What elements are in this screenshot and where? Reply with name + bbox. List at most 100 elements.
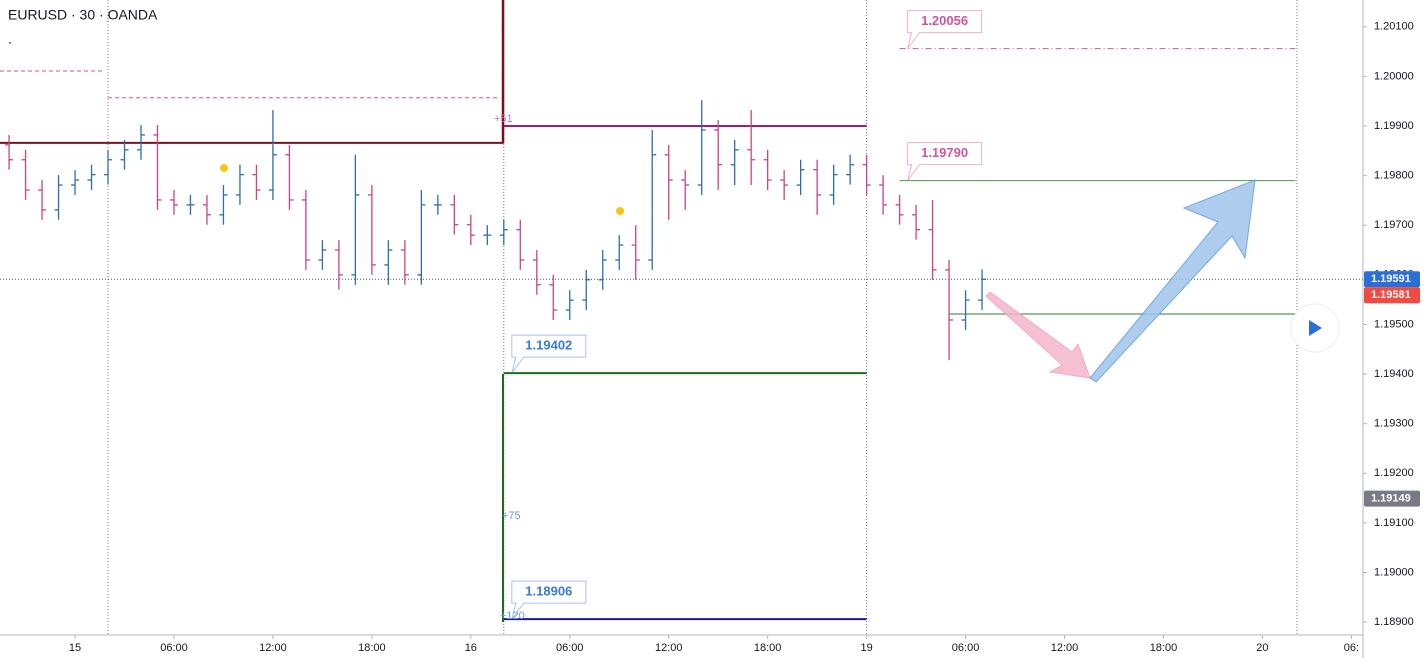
y-tick-label: 1.20000: [1374, 70, 1414, 82]
y-tick-label: 1.19700: [1374, 219, 1414, 231]
callout-label: 1.18906: [525, 584, 572, 599]
ohlc-bar: [71, 170, 80, 195]
ohlc-bar: [301, 190, 310, 270]
ohlc-bar: [714, 120, 723, 191]
ohlc-bar: [87, 164, 96, 191]
x-tick-label: 18:00: [754, 642, 782, 654]
x-tick-label: 12:00: [655, 642, 683, 654]
x-tick-label: 19: [860, 642, 872, 654]
ohlc-bar: [334, 240, 343, 290]
ohlc-bar: [978, 269, 987, 311]
ohlc-bar: [137, 125, 145, 160]
y-tick-label: 1.19400: [1374, 368, 1414, 380]
plot-area: [0, 0, 1363, 635]
ohlc-bar: [862, 154, 871, 195]
x-tick-label: 12:00: [1051, 642, 1079, 654]
y-tick-label: 1.19800: [1374, 170, 1414, 182]
x-tick-label: 12:00: [259, 642, 287, 654]
price-tag: [1364, 271, 1420, 288]
ohlc-bar: [433, 194, 442, 215]
callout-box: [511, 580, 587, 620]
ohlc-bar: [631, 225, 640, 280]
range-note: +75: [502, 510, 521, 522]
ohlc-bar: [235, 164, 244, 205]
ohlc-bar: [730, 139, 739, 186]
ohlc-bar: [21, 149, 30, 200]
price-tag: [1364, 287, 1420, 304]
callout-label: 1.19790: [921, 145, 968, 160]
ohlc-bar: [648, 129, 657, 270]
ohlc-bar: [879, 175, 888, 215]
arrow-down: [985, 291, 1091, 379]
callout-label: 1.19402: [525, 338, 572, 353]
y-tick-label: 1.18900: [1374, 616, 1414, 628]
y-tick-label: 1.19300: [1374, 418, 1414, 430]
ohlc-bar: [202, 194, 211, 225]
x-tick-label: 16: [465, 642, 477, 654]
ohlc-bar: [582, 269, 591, 311]
arrow-up: [1089, 179, 1256, 383]
ohlc-bar: [846, 154, 855, 185]
ohlc-bar: [961, 290, 970, 330]
ohlc-bar: [763, 149, 772, 191]
y-tick-label: 1.19000: [1374, 566, 1414, 578]
ohlc-bar: [252, 164, 261, 200]
ohlc-bar: [153, 125, 162, 210]
x-tick-label: 06:00: [556, 642, 584, 654]
ohlc-bar: [796, 159, 805, 195]
range-note: +51: [494, 113, 513, 125]
ohlc-bar: [516, 219, 525, 270]
ohlc-bar: [104, 149, 113, 185]
marker: [220, 164, 228, 172]
ohlc-bar: [285, 144, 294, 210]
ohlc-bar: [598, 250, 607, 290]
callout-label: 1.20056: [921, 13, 968, 28]
symbol-subtitle: .: [8, 31, 12, 47]
range-note: +120: [500, 610, 525, 622]
symbol-title: EURUSD · 30 · OANDA: [8, 7, 158, 23]
ohlc-bar: [945, 259, 954, 361]
y-tick-label: 1.19200: [1374, 467, 1414, 479]
marker: [616, 207, 624, 215]
ohlc-bar: [186, 194, 195, 215]
ohlc-bar: [318, 240, 327, 270]
ohlc-bar: [565, 290, 574, 320]
x-tick-label: 06:00: [952, 642, 980, 654]
price-tag-label: 1.19591: [1371, 273, 1411, 285]
y-tick-label: 1.19100: [1374, 517, 1414, 529]
ohlc-bar: [5, 134, 14, 170]
ohlc-bar: [483, 225, 492, 246]
ohlc-bar: [664, 144, 673, 220]
ohlc-bar: [38, 180, 47, 220]
x-tick-label: 18:00: [1150, 642, 1178, 654]
ohlc-bar: [829, 164, 838, 205]
ohlc-bar: [747, 110, 756, 186]
price-tag: [1364, 490, 1420, 507]
ohlc-bar: [813, 159, 822, 215]
ohlc-bar: [780, 170, 789, 200]
price-tag-label: 1.19149: [1371, 492, 1411, 504]
y-tick-label: 1.20100: [1374, 21, 1414, 33]
x-tick-label: 15: [69, 642, 81, 654]
ohlc-bar: [532, 250, 541, 295]
ohlc-bar: [120, 139, 129, 170]
ohlc-bar: [219, 185, 228, 225]
ohlc-bar: [351, 154, 360, 285]
y-tick-label: 1.19500: [1374, 318, 1414, 330]
ohlc-bar: [268, 110, 277, 200]
ohlc-bar: [499, 219, 508, 246]
ohlc-bar: [928, 199, 937, 280]
callout-box: [907, 10, 983, 49]
ohlc-bar: [466, 214, 475, 246]
ohlc-bar: [54, 175, 63, 220]
ohlc-bar: [697, 100, 706, 195]
price-tag-label: 1.19581: [1371, 289, 1411, 301]
callout-box: [907, 142, 983, 181]
ohlc-bar: [895, 194, 904, 225]
ohlc-bar: [681, 170, 690, 210]
x-tick-label: 20: [1256, 642, 1268, 654]
ohlc-bar: [169, 190, 178, 215]
ohlc-bar: [912, 204, 921, 240]
x-tick-label: 18:00: [358, 642, 386, 654]
